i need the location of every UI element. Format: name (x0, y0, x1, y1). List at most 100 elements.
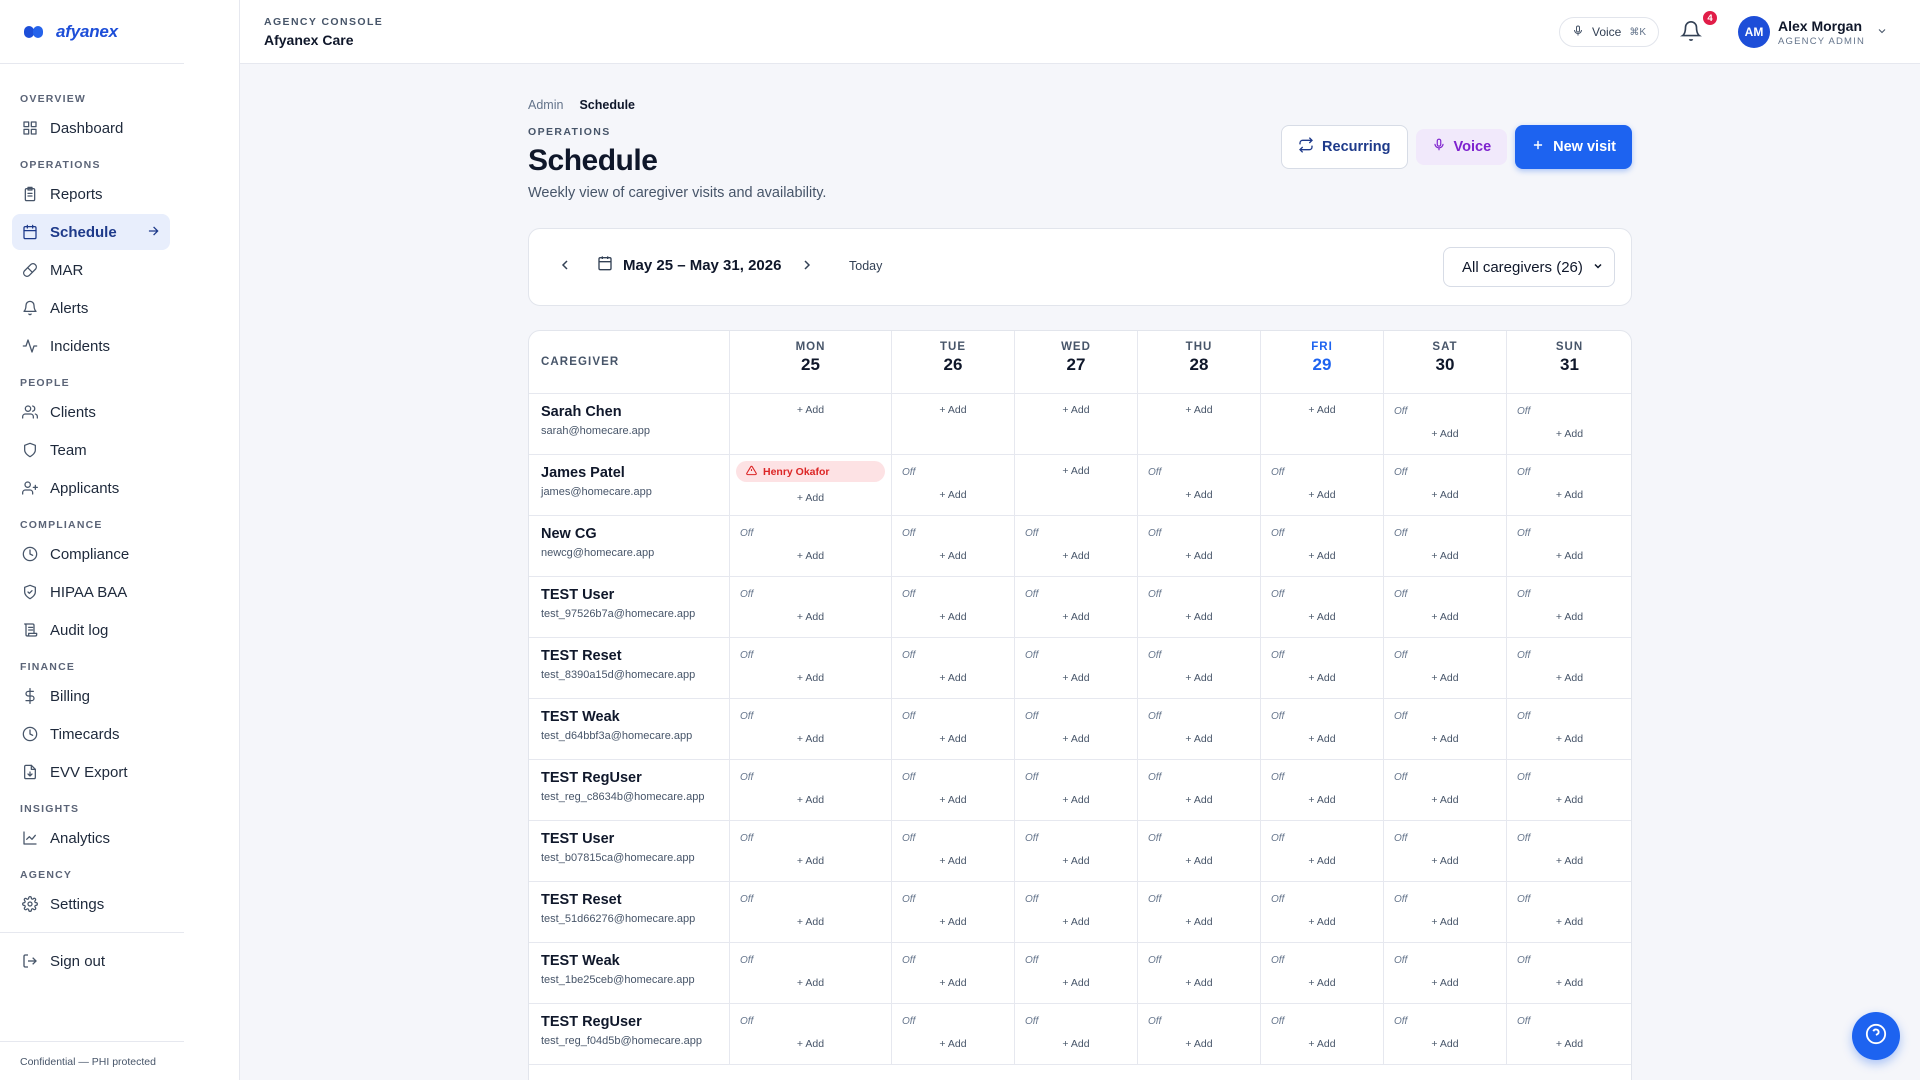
add-visit-button[interactable]: + Add (1308, 977, 1336, 989)
add-visit-button[interactable]: + Add (939, 489, 967, 501)
add-visit-button[interactable]: + Add (1431, 611, 1459, 623)
add-visit-button[interactable]: + Add (1555, 794, 1584, 806)
add-visit-button[interactable]: + Add (1431, 428, 1459, 440)
add-visit-button[interactable]: + Add (796, 611, 825, 623)
add-visit-button[interactable]: + Add (1062, 404, 1090, 416)
sidebar-item-timecards[interactable]: Timecards (12, 716, 170, 752)
caregiver-filter-select[interactable]: All caregivers (26) (1443, 247, 1615, 287)
breadcrumb-admin[interactable]: Admin (528, 98, 564, 112)
brand[interactable]: afyanex (0, 0, 184, 64)
sidebar-item-alerts[interactable]: Alerts (12, 290, 170, 326)
add-visit-button[interactable]: + Add (939, 916, 967, 928)
help-button[interactable] (1852, 1012, 1900, 1060)
sidebar-item-mar[interactable]: MAR (12, 252, 170, 288)
week-range[interactable]: May 25 – May 31, 2026 (597, 255, 781, 275)
add-visit-button[interactable]: + Add (1431, 550, 1459, 562)
add-visit-button[interactable]: + Add (1062, 794, 1090, 806)
add-visit-button[interactable]: + Add (1185, 733, 1213, 745)
add-visit-button[interactable]: + Add (939, 404, 967, 416)
visit-chip[interactable]: Henry Okafor (736, 461, 885, 482)
add-visit-button[interactable]: + Add (1062, 465, 1090, 477)
add-visit-button[interactable]: + Add (796, 916, 825, 928)
add-visit-button[interactable]: + Add (796, 492, 825, 504)
add-visit-button[interactable]: + Add (1308, 855, 1336, 867)
add-visit-button[interactable]: + Add (1308, 611, 1336, 623)
add-visit-button[interactable]: + Add (796, 1038, 825, 1050)
caregiver-cell[interactable]: TEST User test_b07815ca@homecare.app (529, 821, 730, 881)
add-visit-button[interactable]: + Add (939, 1038, 967, 1050)
add-visit-button[interactable]: + Add (1555, 489, 1584, 501)
add-visit-button[interactable]: + Add (1062, 733, 1090, 745)
add-visit-button[interactable]: + Add (1062, 977, 1090, 989)
add-visit-button[interactable]: + Add (1185, 855, 1213, 867)
sidebar-item-compliance[interactable]: Compliance (12, 536, 170, 572)
caregiver-cell[interactable]: TEST User test_97526b7a@homecare.app (529, 577, 730, 637)
add-visit-button[interactable]: + Add (939, 977, 967, 989)
caregiver-cell[interactable]: Sarah Chen sarah@homecare.app (529, 394, 730, 454)
avatar[interactable]: AM (1738, 16, 1770, 48)
add-visit-button[interactable]: + Add (796, 794, 825, 806)
add-visit-button[interactable]: + Add (1308, 672, 1336, 684)
add-visit-button[interactable]: + Add (1185, 916, 1213, 928)
caregiver-cell[interactable]: TEST RegUser test_reg_c8634b@homecare.app (529, 760, 730, 820)
add-visit-button[interactable]: + Add (1555, 977, 1584, 989)
add-visit-button[interactable]: + Add (1062, 672, 1090, 684)
sidebar-item-dashboard[interactable]: Dashboard (12, 110, 170, 146)
sidebar-item-reports[interactable]: Reports (12, 176, 170, 212)
add-visit-button[interactable]: + Add (1185, 977, 1213, 989)
add-visit-button[interactable]: + Add (1308, 794, 1336, 806)
add-visit-button[interactable]: + Add (1308, 733, 1336, 745)
add-visit-button[interactable]: + Add (1431, 733, 1459, 745)
add-visit-button[interactable]: + Add (796, 404, 825, 416)
add-visit-button[interactable]: + Add (1431, 977, 1459, 989)
add-visit-button[interactable]: + Add (1308, 404, 1336, 416)
caregiver-cell[interactable]: TEST Reset test_51d66276@homecare.app (529, 882, 730, 942)
add-visit-button[interactable]: + Add (1431, 794, 1459, 806)
add-visit-button[interactable]: + Add (1308, 1038, 1336, 1050)
add-visit-button[interactable]: + Add (1555, 550, 1584, 562)
add-visit-button[interactable]: + Add (939, 611, 967, 623)
add-visit-button[interactable]: + Add (1555, 672, 1584, 684)
add-visit-button[interactable]: + Add (939, 733, 967, 745)
add-visit-button[interactable]: + Add (796, 855, 825, 867)
add-visit-button[interactable]: + Add (1555, 733, 1584, 745)
add-visit-button[interactable]: + Add (1185, 489, 1213, 501)
add-visit-button[interactable]: + Add (1062, 916, 1090, 928)
today-button[interactable]: Today (849, 259, 883, 273)
add-visit-button[interactable]: + Add (1555, 428, 1584, 440)
sidebar-item-clients[interactable]: Clients (12, 394, 170, 430)
sidebar-item-settings[interactable]: Settings (12, 886, 170, 922)
voice-button[interactable]: Voice (1415, 129, 1508, 165)
add-visit-button[interactable]: + Add (1062, 1038, 1090, 1050)
new-visit-button[interactable]: New visit (1515, 125, 1632, 169)
add-visit-button[interactable]: + Add (1431, 855, 1459, 867)
add-visit-button[interactable]: + Add (796, 550, 825, 562)
add-visit-button[interactable]: + Add (1308, 489, 1336, 501)
add-visit-button[interactable]: + Add (1185, 611, 1213, 623)
add-visit-button[interactable]: + Add (1431, 916, 1459, 928)
add-visit-button[interactable]: + Add (1062, 855, 1090, 867)
recurring-button[interactable]: Recurring (1281, 125, 1408, 169)
caregiver-cell[interactable]: TEST RegUser test_reg_f04d5b@homecare.app (529, 1004, 730, 1064)
user-name[interactable]: Alex Morgan (1778, 18, 1863, 34)
add-visit-button[interactable]: + Add (1062, 550, 1090, 562)
add-visit-button[interactable]: + Add (1431, 672, 1459, 684)
add-visit-button[interactable]: + Add (1062, 611, 1090, 623)
caregiver-cell[interactable]: TEST Weak test_1be25ceb@homecare.app (529, 943, 730, 1003)
sidebar-item-audit-log[interactable]: Audit log (12, 612, 170, 648)
add-visit-button[interactable]: + Add (796, 672, 825, 684)
add-visit-button[interactable]: + Add (1185, 404, 1213, 416)
add-visit-button[interactable]: + Add (796, 733, 825, 745)
add-visit-button[interactable]: + Add (1431, 489, 1459, 501)
caregiver-cell[interactable]: TEST Reset test_8390a15d@homecare.app (529, 638, 730, 698)
caregiver-cell[interactable]: James Patel james@homecare.app (529, 455, 730, 515)
sidebar-item-incidents[interactable]: Incidents (12, 328, 170, 364)
caregiver-cell[interactable]: TEST Weak test_d64bbf3a@homecare.app (529, 699, 730, 759)
caregiver-cell[interactable]: New CG newcg@homecare.app (529, 516, 730, 576)
add-visit-button[interactable]: + Add (939, 672, 967, 684)
sidebar-item-hipaa-baa[interactable]: HIPAA BAA (12, 574, 170, 610)
add-visit-button[interactable]: + Add (1185, 1038, 1213, 1050)
sidebar-item-schedule[interactable]: Schedule (12, 214, 170, 250)
sidebar-item-evv-export[interactable]: EVV Export (12, 754, 170, 790)
add-visit-button[interactable]: + Add (1555, 916, 1584, 928)
